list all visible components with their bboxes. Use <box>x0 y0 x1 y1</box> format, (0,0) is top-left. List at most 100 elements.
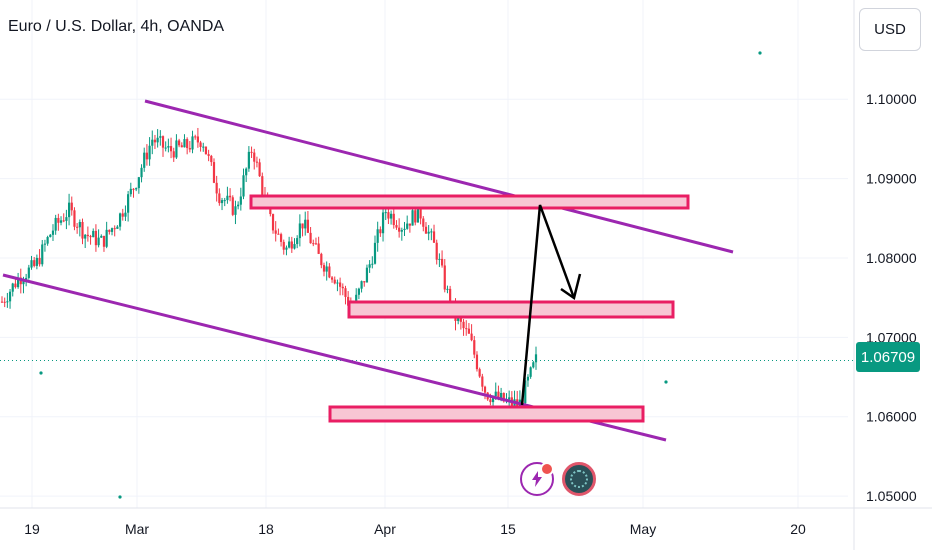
candle-body <box>220 200 224 204</box>
candle-body <box>49 234 52 238</box>
candle-body <box>33 260 36 266</box>
candle-body <box>379 229 382 234</box>
candle-body <box>132 188 135 190</box>
candle-body <box>242 175 245 197</box>
candle-body <box>336 282 339 284</box>
candle-body <box>38 257 41 265</box>
candle-body <box>529 367 532 377</box>
candle-body <box>416 202 420 223</box>
candle-body <box>113 228 116 230</box>
candle-body <box>435 242 438 260</box>
candle-body <box>250 151 253 153</box>
candle-body <box>228 195 232 198</box>
candle-body <box>384 212 387 214</box>
candle-body <box>489 399 492 403</box>
candle-body <box>218 193 221 204</box>
candle-body <box>135 188 138 190</box>
candle-body <box>524 380 527 404</box>
currency-button[interactable]: USD <box>859 8 921 51</box>
candle-body <box>314 243 318 245</box>
bolt-icon[interactable] <box>520 462 554 496</box>
candle-body <box>368 264 371 268</box>
candle-body <box>508 397 511 400</box>
x-tick-label: 20 <box>790 521 806 537</box>
candle-body <box>167 146 170 148</box>
candle-body <box>78 221 81 228</box>
candle-body <box>475 354 479 370</box>
candle-body <box>419 202 422 219</box>
candle-body <box>6 301 9 303</box>
candle-body <box>175 140 178 158</box>
candle-body <box>183 139 186 148</box>
candle-body <box>381 212 385 234</box>
forecast-arrow <box>520 204 576 406</box>
candle-body <box>258 162 261 177</box>
candle-body <box>204 146 208 155</box>
candle-body <box>494 391 497 397</box>
globe-icon[interactable] <box>562 462 596 496</box>
candle-body <box>271 214 275 231</box>
candle-body <box>296 238 299 245</box>
candle-body <box>180 145 183 148</box>
candle-body <box>363 281 366 283</box>
candle-body <box>76 226 79 228</box>
candle-body <box>465 328 468 330</box>
candle-body <box>0 301 4 303</box>
candle-body <box>105 229 108 247</box>
candle-body <box>392 213 395 226</box>
candle-body <box>3 301 6 303</box>
forecast-arrowhead <box>560 273 582 301</box>
candle-body <box>481 376 484 387</box>
x-tick-label: May <box>630 521 656 537</box>
candle-body <box>110 228 114 232</box>
candle-body <box>306 219 310 233</box>
candle-body <box>406 223 409 229</box>
candle-body <box>325 266 328 272</box>
candle-body <box>156 137 159 143</box>
candle-body <box>282 241 285 250</box>
candle-body <box>387 212 390 219</box>
candle-body <box>526 376 530 381</box>
candle-body <box>446 288 449 290</box>
candle-body <box>164 147 167 149</box>
candle-body <box>151 139 154 146</box>
candle-body <box>51 230 55 235</box>
candle-body <box>67 202 71 218</box>
candle-body <box>411 210 414 226</box>
candle-body <box>212 162 216 183</box>
candle-body <box>169 146 173 152</box>
candle-body <box>288 241 291 248</box>
candle-body <box>121 213 124 217</box>
candle-body <box>14 283 17 288</box>
candle-body <box>328 266 331 278</box>
candle-body <box>473 340 476 355</box>
candle-body <box>261 176 264 196</box>
candle-body <box>400 229 403 232</box>
candle-body <box>100 235 103 238</box>
candle-body <box>17 277 20 288</box>
y-tick-label: 1.05000 <box>866 488 917 504</box>
candle-body <box>140 167 143 178</box>
candle-body <box>467 328 471 334</box>
zone-rect <box>249 194 690 210</box>
candle-body <box>430 231 433 233</box>
candle-body <box>253 152 256 162</box>
candle-body <box>330 277 334 280</box>
candle-body <box>502 392 505 402</box>
candle-body <box>309 232 312 244</box>
candle-body <box>322 265 326 272</box>
candle-body <box>194 136 197 138</box>
candle-body <box>148 145 151 160</box>
candle-body <box>403 228 406 230</box>
current-price-tag: 1.06709 <box>856 342 920 372</box>
candle-body <box>320 253 323 266</box>
candle-body <box>22 281 25 285</box>
x-tick-label: Apr <box>374 521 396 537</box>
drawings <box>2 99 734 442</box>
candle-body <box>62 220 65 222</box>
candle-body <box>360 281 363 289</box>
candle-body <box>269 206 272 215</box>
candle-body <box>116 226 119 229</box>
